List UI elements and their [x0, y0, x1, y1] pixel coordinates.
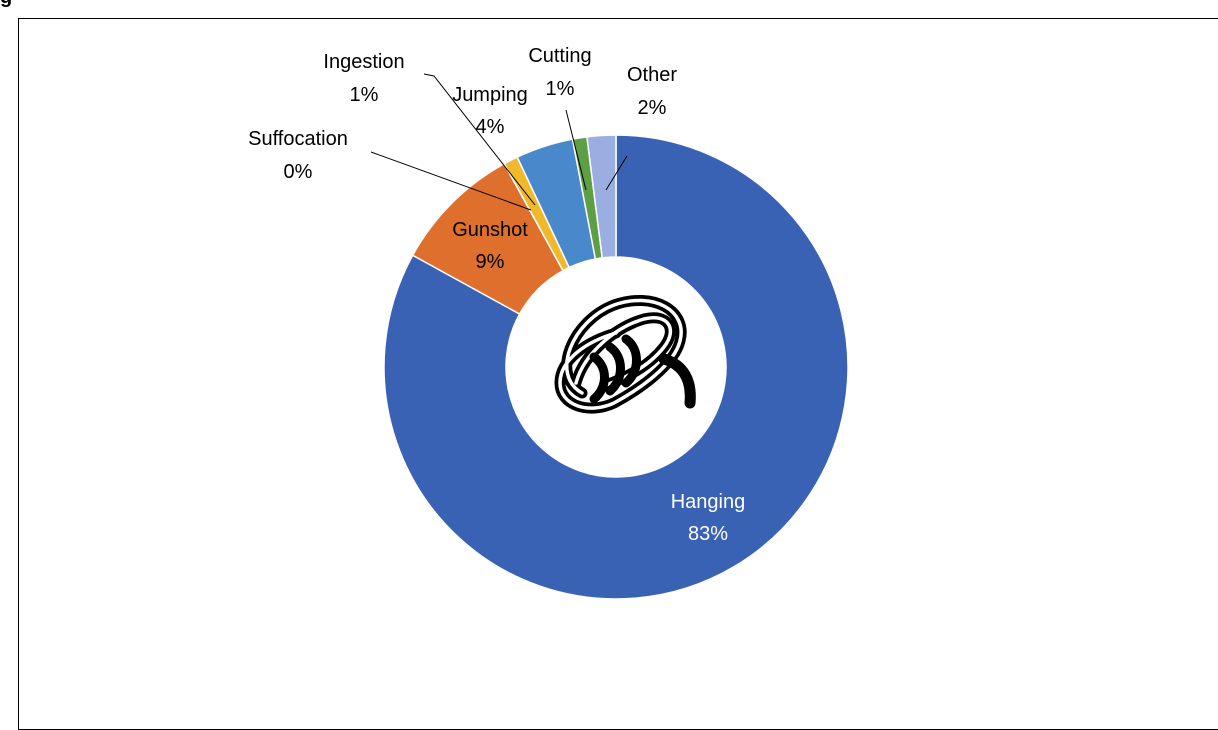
clipped-header-text: g — [0, 0, 420, 16]
donut-chart: Hanging 83% Gunshot 9% Suffocation 0% Ingestio… — [248, 45, 849, 600]
label-value-other: 2% — [638, 97, 667, 119]
header-fragment: g — [0, 0, 12, 9]
slice-other — [586, 134, 617, 259]
label-name-jumping: Jumping — [452, 84, 528, 106]
label-name-hanging: Hanging — [671, 491, 746, 513]
slice-hanging — [383, 134, 849, 600]
leader-lines — [370, 73, 628, 211]
label-name-other: Other — [627, 64, 677, 86]
label-value-suffocation: 0% — [284, 161, 313, 183]
rope-icon — [554, 295, 696, 414]
label-name-cutting: Cutting — [528, 45, 591, 67]
leader-line-ingestion — [423, 73, 536, 206]
leader-line-other — [605, 155, 628, 191]
label-name-gunshot: Gunshot — [452, 219, 528, 241]
label-value-gunshot: 9% — [476, 251, 505, 273]
label-value-hanging: 83% — [688, 523, 728, 545]
leader-line-suffocation — [370, 151, 532, 211]
label-name-suffocation: Suffocation — [248, 128, 348, 150]
data-labels: Hanging 83% Gunshot 9% Suffocation 0% Ingestio… — [248, 45, 745, 545]
leader-line-cutting — [565, 109, 587, 191]
label-name-ingestion: Ingestion — [323, 51, 404, 73]
label-value-ingestion: 1% — [350, 84, 379, 106]
label-value-cutting: 1% — [546, 78, 575, 100]
label-value-jumping: 4% — [476, 116, 505, 138]
